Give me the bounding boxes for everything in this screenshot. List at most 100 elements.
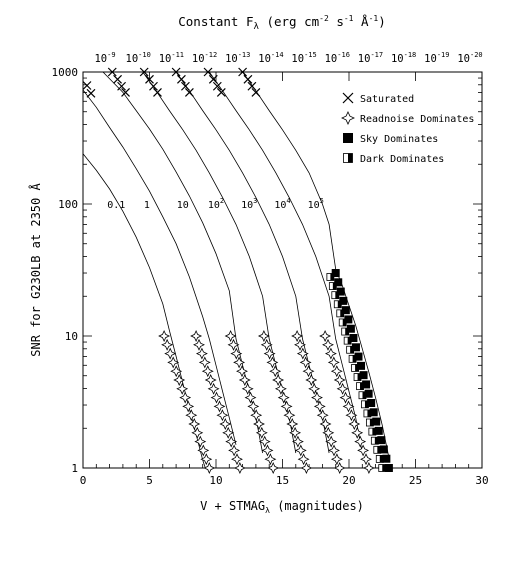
readnoise-marker bbox=[357, 444, 370, 457]
legend-sky-icon bbox=[343, 133, 353, 143]
top-tick-label: 10-9 bbox=[94, 51, 115, 65]
readnoise-marker bbox=[179, 391, 192, 404]
y-tick-label: 1 bbox=[71, 462, 78, 475]
dark-marker bbox=[343, 336, 352, 345]
readnoise-marker bbox=[236, 365, 248, 378]
dark-marker bbox=[341, 327, 350, 336]
readnoise-marker bbox=[238, 374, 251, 386]
dark-marker bbox=[326, 273, 335, 281]
top-tick-labels: 10-9 10-10 10-11 10-12 10-13 10-14 10-15 10-16 1… bbox=[94, 51, 482, 65]
dark-marker bbox=[338, 318, 347, 327]
readnoise-marker bbox=[264, 453, 277, 466]
dark-marker bbox=[373, 445, 382, 454]
readnoise-marker bbox=[231, 453, 243, 466]
x-tick-label: 20 bbox=[342, 474, 355, 487]
readnoise-marker bbox=[204, 374, 217, 386]
readnoise-marker bbox=[164, 347, 177, 360]
readnoise-marker bbox=[228, 444, 241, 457]
dark-marker bbox=[375, 455, 384, 463]
snr-curves bbox=[82, 71, 390, 469]
readnoise-marker bbox=[319, 330, 332, 342]
plot-frame bbox=[82, 71, 483, 469]
x-tick-label: 10 bbox=[209, 474, 222, 487]
top-tick-label: 10-15 bbox=[291, 51, 316, 65]
readnoise-marker bbox=[198, 356, 211, 369]
readnoise-marker bbox=[253, 418, 265, 430]
readnoise-marker bbox=[345, 409, 358, 422]
readnoise-marker bbox=[201, 365, 214, 378]
curve-label: 104 bbox=[274, 197, 290, 211]
top-tick-label: 10-10 bbox=[126, 51, 151, 65]
readnoise-marker bbox=[286, 418, 299, 430]
readnoise-marker bbox=[362, 462, 375, 474]
x-tick-label: 0 bbox=[80, 474, 87, 487]
saturated-marker bbox=[251, 88, 261, 97]
saturated-marker bbox=[117, 81, 126, 91]
readnoise-marker bbox=[216, 409, 229, 422]
readnoise-marker bbox=[225, 435, 238, 448]
saturated-marker bbox=[243, 74, 253, 84]
dark-marker bbox=[358, 391, 367, 400]
readnoise-marker bbox=[258, 435, 271, 448]
legend-label: Sky Dominates bbox=[360, 134, 438, 145]
x-axis-label: V + STMAGλ (magnitudes) bbox=[200, 499, 364, 515]
curve-label: 102 bbox=[208, 197, 224, 211]
y-tick-label: 1000 bbox=[52, 66, 79, 79]
readnoise-marker bbox=[348, 418, 361, 430]
readnoise-marker bbox=[327, 356, 340, 369]
saturated-marker bbox=[171, 67, 181, 77]
saturated-marker bbox=[153, 88, 162, 97]
curve-label: 1 bbox=[144, 200, 150, 211]
readnoise-marker bbox=[190, 330, 203, 342]
saturated-marker bbox=[216, 88, 226, 97]
readnoise-marker bbox=[241, 382, 254, 395]
readnoise-marker bbox=[324, 347, 337, 360]
readnoise-marker bbox=[313, 400, 326, 413]
readnoise-marker bbox=[272, 374, 285, 386]
dark-marker bbox=[378, 464, 387, 472]
readnoise-marker bbox=[311, 391, 323, 404]
dark-marker bbox=[348, 354, 357, 363]
dark-marker bbox=[370, 436, 379, 445]
sky-marker bbox=[379, 445, 388, 454]
readnoise-marker bbox=[305, 374, 318, 386]
readnoise-marker bbox=[333, 374, 346, 386]
dark-marker bbox=[356, 382, 364, 391]
readnoise-marker bbox=[224, 330, 237, 342]
top-tick-label: 10-18 bbox=[391, 51, 416, 65]
dark-marker bbox=[363, 409, 372, 418]
top-axis-label: Constant Fλ (erg cm-2 s-1 Å-1) bbox=[178, 14, 385, 32]
readnoise-marker bbox=[227, 338, 240, 351]
curve-label: 10 bbox=[177, 200, 189, 211]
saturated-marker bbox=[184, 88, 194, 97]
readnoise-marker bbox=[308, 382, 321, 395]
readnoise-marker bbox=[191, 426, 204, 439]
top-tick-label: 10-11 bbox=[159, 51, 184, 65]
dark-marker bbox=[333, 300, 342, 309]
legend-readnoise-icon bbox=[341, 111, 355, 125]
y-tick-label: 10 bbox=[65, 330, 78, 343]
readnoise-marker bbox=[173, 374, 186, 386]
readnoise-marker bbox=[296, 347, 309, 360]
readnoise-marker bbox=[354, 435, 367, 448]
x-tick-label: 5 bbox=[146, 474, 153, 487]
readnoise-marker bbox=[289, 426, 302, 439]
readnoise-marker bbox=[336, 382, 349, 395]
readnoise-marker bbox=[277, 391, 290, 404]
top-tick-label: 10-19 bbox=[424, 51, 449, 65]
top-tick-label: 10-12 bbox=[192, 51, 217, 65]
readnoise-marker bbox=[250, 409, 263, 422]
saturated-marker bbox=[149, 81, 158, 91]
readnoise-marker bbox=[261, 444, 274, 457]
saturated-marker bbox=[238, 67, 248, 77]
readnoise-marker bbox=[210, 391, 223, 404]
readnoise-marker bbox=[170, 365, 183, 378]
readnoise-marker bbox=[291, 330, 304, 342]
curve-label: 103 bbox=[241, 197, 257, 211]
saturated-marker bbox=[145, 74, 154, 84]
legend: Saturated Readnoise Dominates Sky Dominate… bbox=[360, 94, 474, 165]
readnoise-marker bbox=[328, 444, 340, 457]
readnoise-marker bbox=[233, 462, 246, 474]
readnoise-marker bbox=[294, 444, 307, 457]
